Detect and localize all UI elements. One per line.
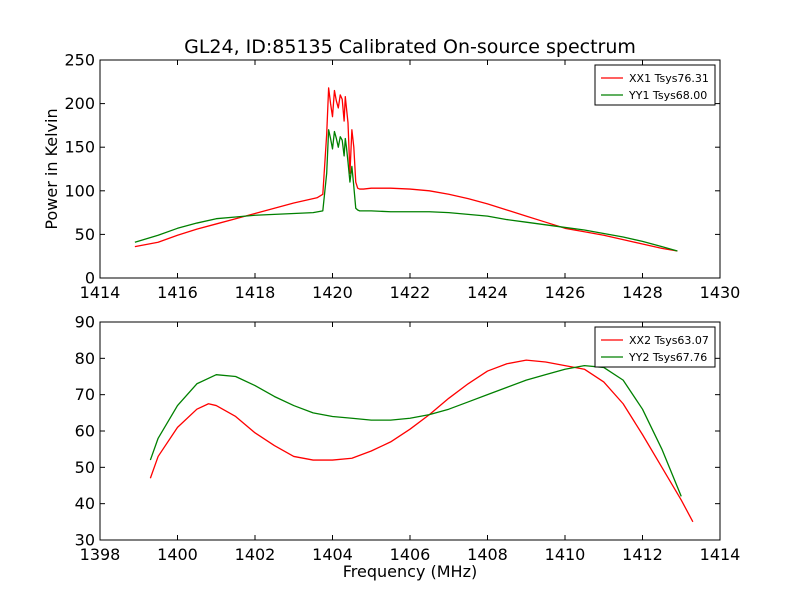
x-tick-label: 1414 bbox=[700, 545, 741, 564]
y-tick-label: 60 bbox=[75, 422, 95, 441]
x-tick-label: 1418 bbox=[235, 283, 276, 302]
x-tick-label: 1410 bbox=[545, 545, 586, 564]
x-tick-label: 1414 bbox=[80, 283, 121, 302]
x-tick-label: 1426 bbox=[545, 283, 586, 302]
y-tick-label: 40 bbox=[75, 494, 95, 513]
x-tick-label: 1420 bbox=[312, 283, 353, 302]
series-line-1-1 bbox=[134, 87, 678, 252]
x-tick-label: 1412 bbox=[622, 545, 663, 564]
plot-layer: 1414 1416 1418 1420 1422 1424 1426 1428 14300501… bbox=[42, 51, 740, 582]
chart-title: GL24, ID:85135 Calibrated On-source spec… bbox=[184, 36, 636, 58]
y-tick-label: 30 bbox=[75, 531, 95, 550]
x-tick-label: 1416 bbox=[157, 283, 198, 302]
legend: XX2 Tsys63.07 YY2 Tsys67.76 bbox=[594, 326, 716, 368]
y-tick-label: 250 bbox=[64, 51, 95, 70]
y-tick-label: 50 bbox=[75, 225, 95, 244]
chart-panel-2: 1398 1400 1402 1404 1406 1408 1410 1412 1414 30 40… bbox=[75, 313, 741, 582]
y-tick-label: 50 bbox=[75, 458, 95, 477]
x-tick-label: 1408 bbox=[467, 545, 508, 564]
y-tick-label: 70 bbox=[75, 385, 95, 404]
y-tick-label: 100 bbox=[64, 181, 95, 200]
x-tick-label: 1398 bbox=[80, 545, 121, 564]
legend-entry: YY2 Tsys67.76 bbox=[628, 351, 707, 364]
x-tick-label: 1424 bbox=[467, 283, 508, 302]
legend-box bbox=[594, 64, 716, 106]
y-tick-label: 90 bbox=[75, 313, 95, 332]
y-tick-label: 200 bbox=[64, 94, 95, 113]
x-tick-label: 1428 bbox=[622, 283, 663, 302]
y-axis-label: Power in Kelvin bbox=[42, 108, 61, 229]
legend-entry: XX1 Tsys76.31 bbox=[629, 72, 709, 85]
series-line-2-1 bbox=[149, 359, 694, 523]
x-tick-label: 1402 bbox=[235, 545, 276, 564]
legend: XX1 Tsys76.31 YY1 Tsys68.00 bbox=[594, 64, 716, 106]
x-tick-label: 1406 bbox=[390, 545, 431, 564]
x-axis-label: Frequency (MHz) bbox=[343, 562, 477, 581]
x-tick-label: 1430 bbox=[700, 283, 741, 302]
legend-entry: XX2 Tsys63.07 bbox=[629, 334, 709, 347]
series-line-1-2 bbox=[134, 129, 678, 252]
x-tick-label: 1422 bbox=[390, 283, 431, 302]
series-line-2-2 bbox=[149, 364, 682, 497]
legend-entry: YY1 Tsys68.00 bbox=[628, 89, 707, 102]
y-tick-label: 80 bbox=[75, 349, 95, 368]
chart-panel-1: 1414 1416 1418 1420 1422 1424 1426 1428 1430 0 50 1… bbox=[42, 51, 740, 303]
y-tick-label: 0 bbox=[85, 269, 95, 288]
x-tick-label: 1404 bbox=[312, 545, 353, 564]
x-tick-label: 1400 bbox=[157, 545, 198, 564]
legend-box bbox=[594, 326, 716, 368]
y-tick-label: 150 bbox=[64, 138, 95, 157]
